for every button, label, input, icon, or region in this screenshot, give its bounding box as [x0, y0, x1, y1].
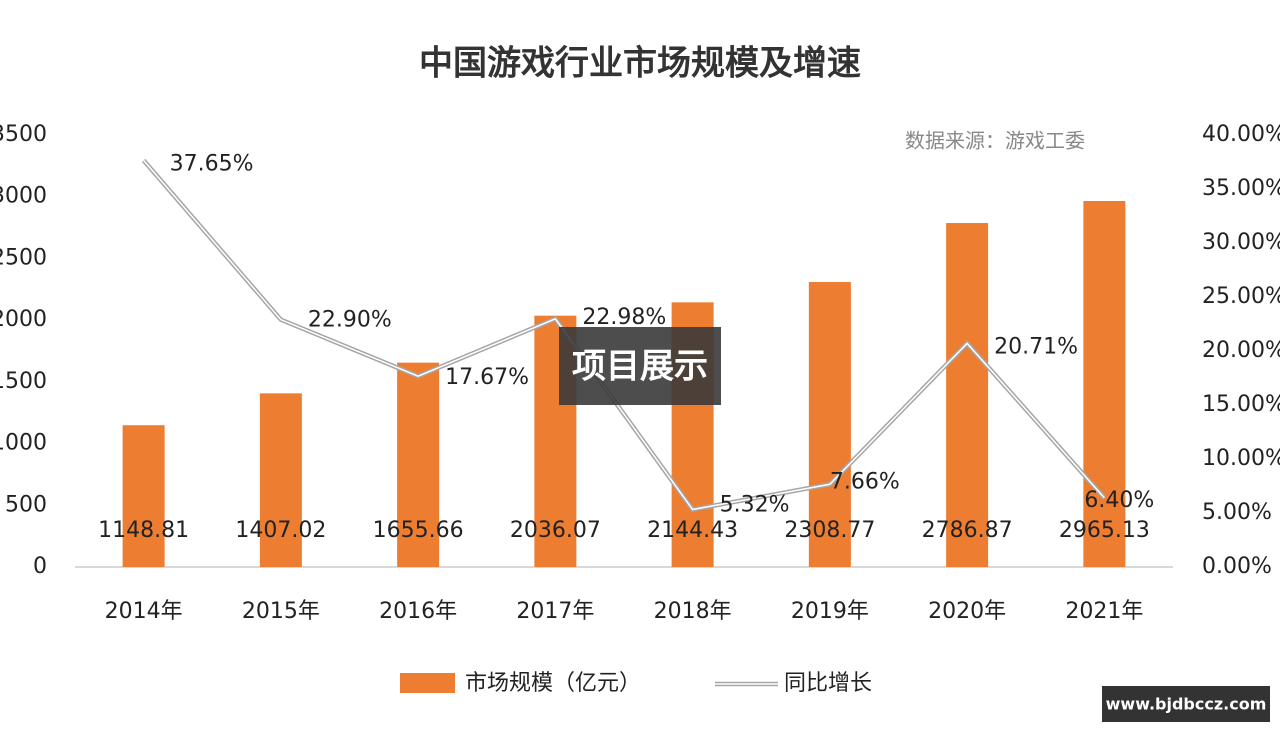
bar: [259, 393, 302, 567]
bar-value-label: 1407.02: [235, 518, 326, 543]
y-tick-label: 1000: [0, 431, 47, 456]
y-tick-label: 1500: [0, 369, 47, 394]
y-tick-label: 3500: [0, 122, 47, 147]
legend-swatch: [400, 673, 455, 693]
line-value-label: 5.32%: [720, 493, 790, 518]
bar-value-label: 1655.66: [373, 518, 464, 543]
growth-line-inner: [143, 159, 1105, 511]
line-value-label: 20.71%: [994, 334, 1078, 359]
bar-value-label: 2036.07: [510, 518, 601, 543]
x-tick-label: 2020年: [928, 599, 1006, 624]
y2-tick-label: 30.00%: [1202, 230, 1280, 255]
caption-box: [559, 327, 721, 405]
bar: [946, 223, 989, 567]
line-value-label: 17.67%: [445, 365, 529, 390]
y-tick-label: 2000: [0, 307, 47, 332]
plot-area: 0 500 1000 1500 2000 2500 3000 3500 0.00% 5.00% 10…: [0, 122, 1280, 696]
x-tick-label: 2015年: [242, 599, 320, 624]
y-tick-label: 0: [33, 554, 47, 579]
line-value-label: 22.90%: [308, 308, 392, 333]
y2-tick-label: 35.00%: [1202, 176, 1280, 201]
bar-value-label: 1148.81: [98, 518, 189, 543]
bar: [397, 362, 440, 567]
site-url: www.bjdbccz.com: [1106, 695, 1267, 714]
x-tick-label: 2019年: [791, 599, 869, 624]
site-badge: [1102, 686, 1270, 722]
bar: [122, 425, 165, 567]
y2-tick-label: 10.00%: [1202, 446, 1280, 471]
bar: [808, 282, 851, 567]
bar-value-label: 2144.43: [647, 518, 738, 543]
x-tick-label: 2017年: [516, 599, 594, 624]
y2-tick-label: 5.00%: [1202, 500, 1272, 525]
y-tick-label: 500: [5, 492, 47, 517]
line-value-label: 6.40%: [1084, 488, 1154, 513]
x-tick-label: 2018年: [654, 599, 732, 624]
bar: [1083, 201, 1126, 567]
x-tick-label: 2016年: [379, 599, 457, 624]
line-value-label: 7.66%: [830, 469, 900, 494]
y-tick-label: 2500: [0, 245, 47, 270]
bar-value-label: 2965.13: [1059, 518, 1150, 543]
line-value-label: 37.65%: [170, 151, 254, 176]
caption: 项目展示: [572, 347, 708, 387]
y2-tick-label: 20.00%: [1202, 338, 1280, 363]
y2-tick-label: 0.00%: [1202, 554, 1272, 579]
bar-value-label: 2308.77: [784, 518, 875, 543]
y-tick-label: 3000: [0, 184, 47, 209]
x-tick-label: 2021年: [1065, 599, 1143, 624]
x-tick-label: 2014年: [105, 599, 183, 624]
y2-tick-label: 25.00%: [1202, 284, 1280, 309]
source-note: 数据来源：游戏工委: [905, 129, 1085, 153]
y2-tick-label: 15.00%: [1202, 392, 1280, 417]
bar-value-label: 2786.87: [922, 518, 1013, 543]
legend-label: 同比增长: [784, 671, 872, 696]
line-value-label: 22.98%: [582, 305, 666, 330]
chart-title: 中国游戏行业市场规模及增速: [419, 44, 861, 84]
legend-label: 市场规模（亿元）: [465, 671, 641, 696]
y2-tick-label: 40.00%: [1202, 122, 1280, 147]
